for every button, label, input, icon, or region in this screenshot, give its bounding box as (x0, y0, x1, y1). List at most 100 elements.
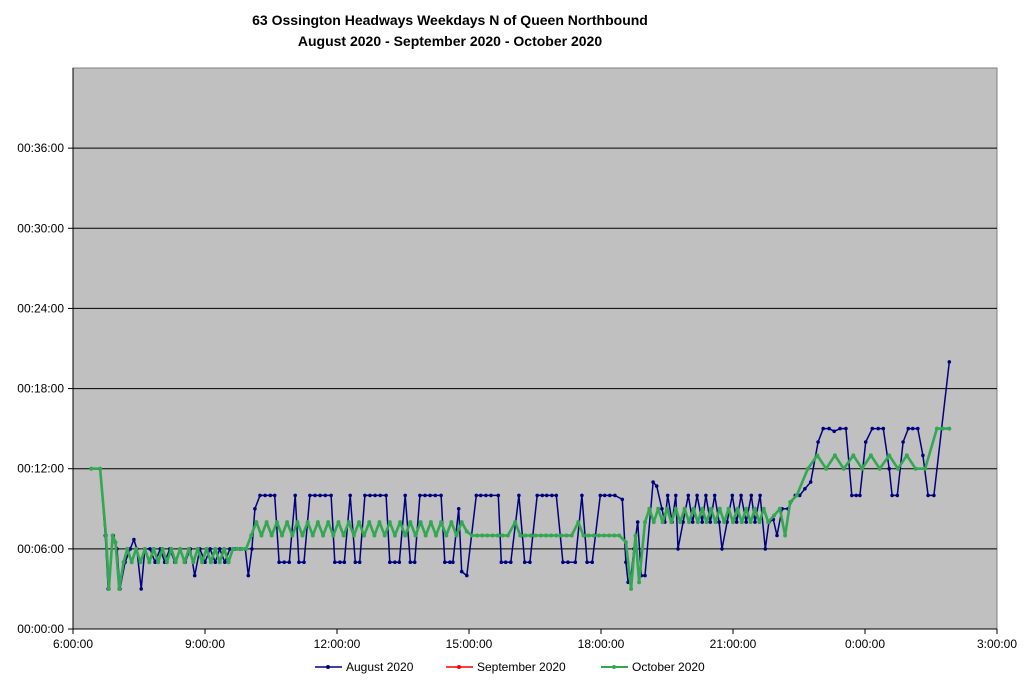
data-point-august (393, 560, 397, 564)
legend-label-october: October 2020 (632, 660, 705, 674)
data-point-august (139, 587, 143, 591)
data-point-october (403, 533, 408, 538)
data-point-august (620, 497, 625, 502)
data-point-october (178, 546, 183, 551)
data-point-august (253, 507, 257, 511)
data-point-august (803, 487, 807, 491)
y-tick-label: 00:30:00 (17, 221, 64, 235)
data-point-august (573, 560, 578, 564)
x-tick-label: 6:00:00 (53, 637, 93, 651)
data-point-october (559, 533, 564, 538)
data-point-august (580, 493, 584, 498)
data-point-october (518, 533, 523, 538)
data-point-august (272, 493, 277, 498)
data-point-october (480, 533, 485, 538)
data-point-august (544, 493, 549, 498)
data-point-august (268, 493, 273, 498)
data-point-october (110, 533, 115, 538)
data-point-october (612, 533, 617, 538)
data-point-august (725, 520, 729, 524)
data-point-august (681, 520, 685, 524)
data-point-october (134, 546, 139, 551)
data-point-october (868, 453, 873, 458)
data-point-august (700, 520, 704, 524)
data-point-october (362, 533, 367, 538)
data-point-august (363, 493, 367, 498)
data-point-october (500, 533, 505, 538)
data-point-august (744, 520, 748, 524)
data-point-october (449, 520, 454, 525)
data-point-october (739, 520, 744, 525)
data-point-october (204, 546, 209, 551)
legend-item-august[interactable]: August 2020 (315, 660, 414, 674)
legend-marker-september (457, 665, 461, 669)
data-point-october (235, 546, 240, 551)
data-point-october (851, 453, 856, 458)
data-point-october (860, 466, 865, 471)
data-point-october (647, 506, 652, 511)
data-point-october (331, 533, 336, 538)
data-point-august (228, 547, 232, 551)
data-point-october (700, 506, 705, 511)
data-point-october (682, 506, 687, 511)
data-point-october (923, 466, 928, 471)
y-tick-label: 00:12:00 (17, 462, 64, 476)
data-point-august (443, 560, 447, 564)
data-point-october (753, 506, 757, 511)
data-point-october (444, 533, 449, 538)
data-point-october (186, 546, 191, 551)
data-point-august (132, 537, 136, 542)
data-point-october (310, 533, 315, 538)
data-point-october (766, 520, 771, 525)
data-point-august (451, 560, 455, 564)
data-point-august (308, 493, 312, 498)
y-tick-label: 00:18:00 (17, 382, 64, 396)
data-point-october (169, 546, 174, 551)
data-point-october (300, 533, 305, 538)
data-point-october (357, 520, 361, 525)
data-point-october (794, 493, 799, 498)
data-point-october (726, 506, 731, 511)
data-point-october (564, 533, 569, 538)
data-point-august (333, 560, 337, 564)
data-point-august (263, 493, 267, 498)
data-point-august (947, 360, 952, 364)
data-point-august (775, 533, 779, 538)
legend-item-september[interactable]: September 2020 (446, 660, 566, 674)
data-point-october (249, 533, 254, 538)
legend: August 2020 September 2020 October 2020 (315, 660, 705, 674)
data-point-october (637, 580, 642, 585)
data-point-august (192, 573, 197, 578)
data-point-october (896, 466, 900, 471)
data-point-october (413, 533, 418, 538)
y-tick-label: 00:06:00 (17, 542, 64, 556)
data-point-october (528, 533, 533, 538)
data-point-august (246, 573, 251, 578)
data-point-october (264, 520, 269, 525)
legend-item-october[interactable]: October 2020 (601, 660, 705, 674)
data-point-october (336, 520, 341, 525)
data-point-october (98, 466, 103, 471)
data-point-october (904, 453, 909, 458)
data-point-october (805, 466, 810, 471)
data-point-october (777, 506, 782, 511)
data-point-october (254, 520, 259, 525)
data-point-october (125, 546, 130, 551)
data-point-october (569, 533, 574, 538)
data-point-august (550, 493, 554, 498)
x-tick-label: 0:00:00 (845, 637, 885, 651)
data-point-august (906, 426, 911, 431)
gridlines (73, 147, 997, 550)
data-point-october (89, 466, 94, 471)
data-point-august (213, 560, 218, 564)
data-point-august (921, 453, 925, 458)
data-point-october (940, 426, 945, 431)
data-point-october (454, 533, 459, 538)
legend-marker-august (326, 665, 330, 669)
data-point-october (735, 506, 740, 511)
data-point-august (808, 480, 813, 484)
data-point-october (191, 560, 196, 565)
data-point-october (341, 533, 346, 538)
data-point-august (342, 560, 347, 564)
data-point-august (602, 493, 607, 498)
